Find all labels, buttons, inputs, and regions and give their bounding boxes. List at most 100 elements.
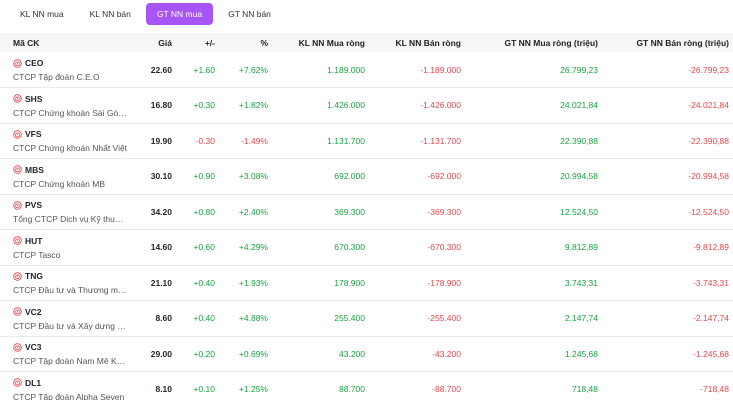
company-name: CTCP Tập đoàn C.E.O xyxy=(13,72,100,82)
alarm-icon[interactable] xyxy=(13,236,22,245)
table-row[interactable]: TNG CTCP Đầu tư và Thương mại TNG 21.10 +0.… xyxy=(0,265,733,301)
symbol-cell: CEO CTCP Tập đoàn C.E.O xyxy=(0,52,132,88)
stock-symbol[interactable]: PVS xyxy=(25,200,43,211)
change-cell: +0.40 xyxy=(193,313,215,324)
percent-cell: -1.49% xyxy=(241,135,268,146)
header-percent[interactable]: % xyxy=(260,37,268,48)
symbol-cell: HUT CTCP Tasco xyxy=(0,230,132,266)
gt-ban-cell: -9.812,89 xyxy=(693,242,729,253)
gt-ban-cell: -26.799,23 xyxy=(688,64,729,75)
table-row[interactable]: VC3 CTCP Tập đoàn Nam Mê Kông 29.00 +0.20 +0… xyxy=(0,336,733,372)
percent-cell: +2.40% xyxy=(238,206,268,217)
header-symbol[interactable]: Mã CK xyxy=(13,37,40,48)
change-cell: +0.40 xyxy=(193,277,215,288)
stock-symbol[interactable]: VC3 xyxy=(25,342,42,353)
symbol-cell: SHS CTCP Chứng khoán Sài Gòn Hà Nội xyxy=(0,88,132,124)
alarm-icon[interactable] xyxy=(13,94,22,103)
stock-symbol[interactable]: CEO xyxy=(25,58,44,68)
kl-ban-cell: -369.300 xyxy=(427,206,461,217)
kl-ban-cell: -178.900 xyxy=(427,277,461,288)
table-row[interactable]: MBS CTCP Chứng khoán MB 30.10 +0.90 +3.08% 69… xyxy=(0,159,733,194)
tab-gt-nn-ban[interactable]: GT NN bán xyxy=(228,9,271,19)
kl-mua-cell: 670.300 xyxy=(334,242,365,253)
header-kl-mua[interactable]: KL NN Mua ròng xyxy=(298,37,365,48)
kl-mua-cell: 692.000 xyxy=(334,171,365,182)
tab-bar: KL NN mua KL NN bán GT NN mua GT NN bán xyxy=(0,0,733,28)
kl-mua-cell: 1.189.000 xyxy=(327,64,365,75)
tab-kl-nn-ban[interactable]: KL NN bán xyxy=(89,9,131,19)
kl-mua-cell: 369.300 xyxy=(334,206,365,217)
change-cell: +0.90 xyxy=(193,171,215,182)
alarm-icon[interactable] xyxy=(13,58,22,68)
company-name: CTCP Đầu tư và Xây dựng VINA2 xyxy=(13,320,128,331)
kl-ban-cell: -88.700 xyxy=(432,384,461,395)
alarm-icon[interactable] xyxy=(13,307,22,316)
gt-ban-cell: -718,48 xyxy=(700,384,729,395)
table-header-row: Mã CK Giá +/- % KL NN Mua ròng KL NN Bán… xyxy=(0,33,733,52)
percent-cell: +7.62% xyxy=(238,64,268,75)
alarm-icon[interactable] xyxy=(13,343,22,352)
symbol-cell: VC2 CTCP Đầu tư và Xây dựng VINA2 xyxy=(0,301,132,337)
alarm-icon[interactable] xyxy=(13,165,22,174)
alarm-icon[interactable] xyxy=(13,201,22,210)
tab-kl-nn-mua[interactable]: KL NN mua xyxy=(20,9,64,19)
gt-mua-cell: 9.812,89 xyxy=(564,242,598,253)
change-cell: +0.20 xyxy=(193,348,215,359)
company-name: CTCP Tasco xyxy=(13,249,61,260)
header-gt-mua[interactable]: GT NN Mua ròng (triệu) xyxy=(504,37,599,48)
stock-symbol[interactable]: HUT xyxy=(25,235,43,246)
company-name: CTCP Tập đoàn Alpha Seven xyxy=(13,391,125,400)
price-cell: 34.20 xyxy=(150,206,172,217)
header-kl-ban[interactable]: KL NN Bán ròng xyxy=(395,37,461,48)
kl-ban-cell: -692.000 xyxy=(427,171,461,182)
gt-ban-cell: -1.245,68 xyxy=(693,348,729,359)
table-row[interactable]: PVS Tổng CTCP Dịch vụ Kỹ thuật Dầu khí 34.… xyxy=(0,194,733,230)
header-gt-ban[interactable]: GT NN Bán ròng (triệu) xyxy=(636,37,729,48)
company-name: CTCP Chứng khoán MB xyxy=(13,178,105,189)
table-row[interactable]: DL1 CTCP Tập đoàn Alpha Seven 8.10 +0.10 +1.… xyxy=(0,372,733,400)
percent-cell: +4.29% xyxy=(238,242,268,253)
alarm-icon[interactable] xyxy=(13,130,22,139)
company-name: CTCP Chứng khoán Sài Gòn Hà Nội xyxy=(13,107,128,118)
percent-cell: +4.88% xyxy=(238,313,268,324)
header-change[interactable]: +/- xyxy=(204,37,215,48)
company-name: CTCP Đầu tư và Thương mại TNG xyxy=(13,285,128,296)
stock-symbol[interactable]: VC2 xyxy=(25,306,42,317)
change-cell: +0.10 xyxy=(193,384,215,395)
alarm-icon[interactable] xyxy=(13,272,22,281)
table-row[interactable]: VC2 CTCP Đầu tư và Xây dựng VINA2 8.60 +0.4… xyxy=(0,301,733,337)
kl-ban-cell: -1.189.000 xyxy=(420,64,461,75)
percent-cell: +1.93% xyxy=(238,277,268,288)
stock-symbol[interactable]: MBS xyxy=(25,164,44,175)
foreign-trading-table: Mã CK Giá +/- % KL NN Mua ròng KL NN Bán… xyxy=(0,33,733,400)
stock-symbol[interactable]: DL1 xyxy=(25,377,42,388)
gt-mua-cell: 24.021,84 xyxy=(560,100,598,111)
tab-gt-nn-mua[interactable]: GT NN mua xyxy=(145,3,214,25)
stock-symbol[interactable]: SHS xyxy=(25,93,43,104)
kl-mua-cell: 255.400 xyxy=(334,313,365,324)
table-row[interactable]: HUT CTCP Tasco 14.60 +0.60 +4.29% 670.300 -670… xyxy=(0,230,733,266)
price-cell: 8.60 xyxy=(155,313,172,324)
gt-ban-cell: -20.994,58 xyxy=(688,171,729,182)
percent-cell: +0.69% xyxy=(238,348,268,359)
symbol-cell: TNG CTCP Đầu tư và Thương mại TNG xyxy=(0,265,132,301)
company-name: Tổng CTCP Dịch vụ Kỹ thuật Dầu khí xyxy=(13,214,128,225)
kl-mua-cell: 1.426.000 xyxy=(327,100,365,111)
table-row[interactable]: SHS CTCP Chứng khoán Sài Gòn Hà Nội 16.80 +… xyxy=(0,88,733,124)
table-row[interactable]: CEO CTCP Tập đoàn C.E.O 22.60 +1.60 +7.62% 1.… xyxy=(0,52,733,88)
symbol-cell: PVS Tổng CTCP Dịch vụ Kỹ thuật Dầu khí xyxy=(0,194,132,230)
kl-ban-cell: -1.131.700 xyxy=(420,135,461,146)
price-cell: 16.80 xyxy=(150,100,172,111)
price-cell: 22.60 xyxy=(150,64,172,75)
change-cell: +0.80 xyxy=(193,206,215,217)
stock-symbol[interactable]: TNG xyxy=(25,271,43,282)
kl-ban-cell: -670.300 xyxy=(427,242,461,253)
stock-symbol[interactable]: VFS xyxy=(25,129,42,140)
price-cell: 14.60 xyxy=(150,242,172,253)
alarm-icon[interactable] xyxy=(13,378,22,387)
table-row[interactable]: VFS CTCP Chứng khoán Nhất Việt 19.90 -0.30 -… xyxy=(0,123,733,159)
kl-ban-cell: -43.200 xyxy=(432,348,461,359)
gt-ban-cell: -3.743,31 xyxy=(693,277,729,288)
company-name: CTCP Tập đoàn Nam Mê Kông xyxy=(13,356,128,367)
header-price[interactable]: Giá xyxy=(158,37,172,48)
